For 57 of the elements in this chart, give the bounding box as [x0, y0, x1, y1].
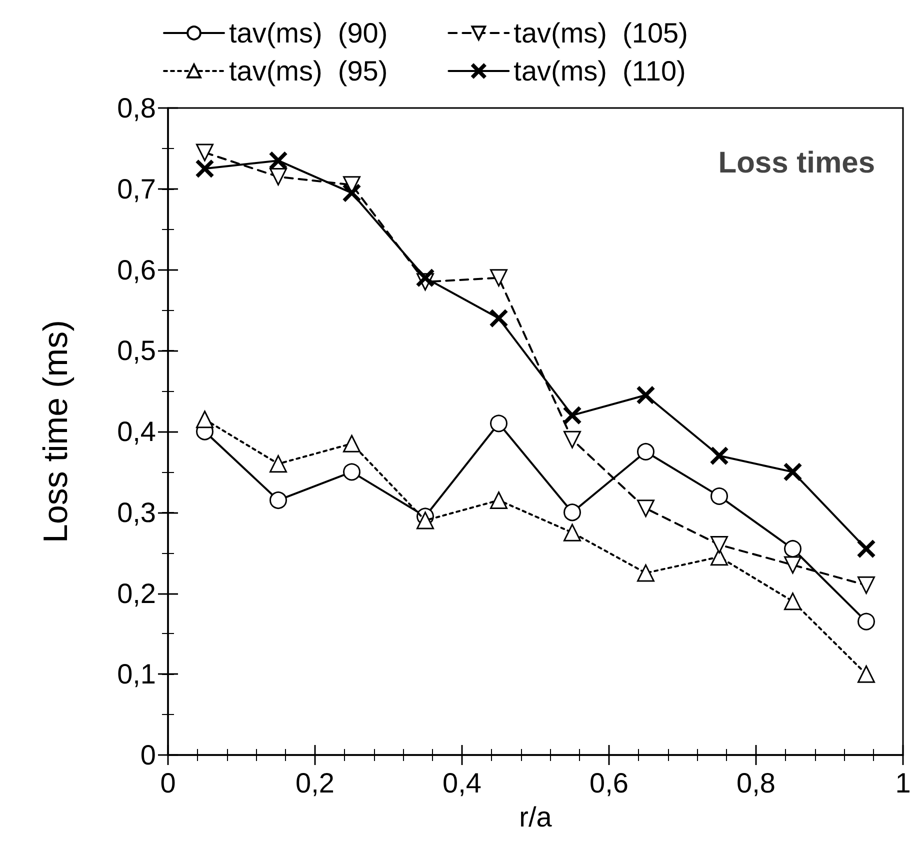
point	[270, 491, 287, 509]
point	[196, 410, 214, 428]
point	[784, 540, 802, 558]
point	[710, 447, 728, 465]
point	[343, 463, 360, 481]
point	[196, 144, 214, 162]
point	[784, 592, 802, 610]
point	[564, 524, 581, 542]
point	[270, 168, 287, 186]
point	[490, 269, 508, 287]
x-tick-label: 0	[160, 768, 176, 798]
point	[784, 556, 802, 574]
y-axis-title: Loss time (ms)	[37, 320, 75, 543]
point	[858, 665, 875, 683]
annotation: Loss times	[718, 146, 876, 180]
point	[784, 463, 802, 481]
point	[564, 406, 581, 424]
point	[858, 540, 875, 558]
x-axis-title: r/a	[519, 802, 552, 832]
y-tick-label: 0,4	[117, 416, 156, 447]
point	[270, 455, 287, 473]
point	[343, 434, 360, 452]
y-tick-label: 0,7	[117, 173, 156, 204]
legend-label: tav(ms) (105)	[514, 18, 688, 48]
point	[270, 152, 287, 170]
y-tick-label: 0,8	[117, 92, 156, 124]
x-tick-label: 0,4	[442, 768, 482, 798]
x-tick-label: 0,2	[296, 768, 334, 798]
point	[343, 184, 360, 202]
point	[637, 500, 654, 518]
point	[564, 504, 581, 522]
point	[710, 536, 728, 554]
point	[858, 576, 875, 594]
point	[490, 414, 508, 432]
point	[637, 564, 654, 582]
point	[564, 430, 581, 448]
y-tick-label: 0,5	[117, 335, 156, 366]
point	[858, 612, 875, 630]
y-tick-label: 0,1	[117, 658, 156, 690]
y-tick-label: 0,6	[117, 254, 156, 286]
point	[710, 487, 728, 505]
y-tick-label: 0,3	[117, 496, 156, 528]
point	[637, 386, 654, 404]
point	[490, 310, 508, 328]
y-tick-label: 0	[140, 740, 156, 770]
y-tick-label: 0,2	[117, 578, 156, 609]
legend-label: tav(ms) (110)	[514, 56, 686, 86]
x-tick-label: 0,6	[590, 768, 628, 798]
point	[416, 269, 434, 287]
legend-label: tav(ms) (95)	[229, 56, 388, 86]
legend-label: tav(ms) (90)	[229, 18, 388, 48]
point	[196, 160, 214, 178]
point	[416, 512, 434, 530]
x-tick-label: 1	[895, 768, 911, 798]
point	[490, 491, 508, 509]
point	[637, 442, 654, 460]
x-tick-label: 0,8	[736, 768, 776, 798]
